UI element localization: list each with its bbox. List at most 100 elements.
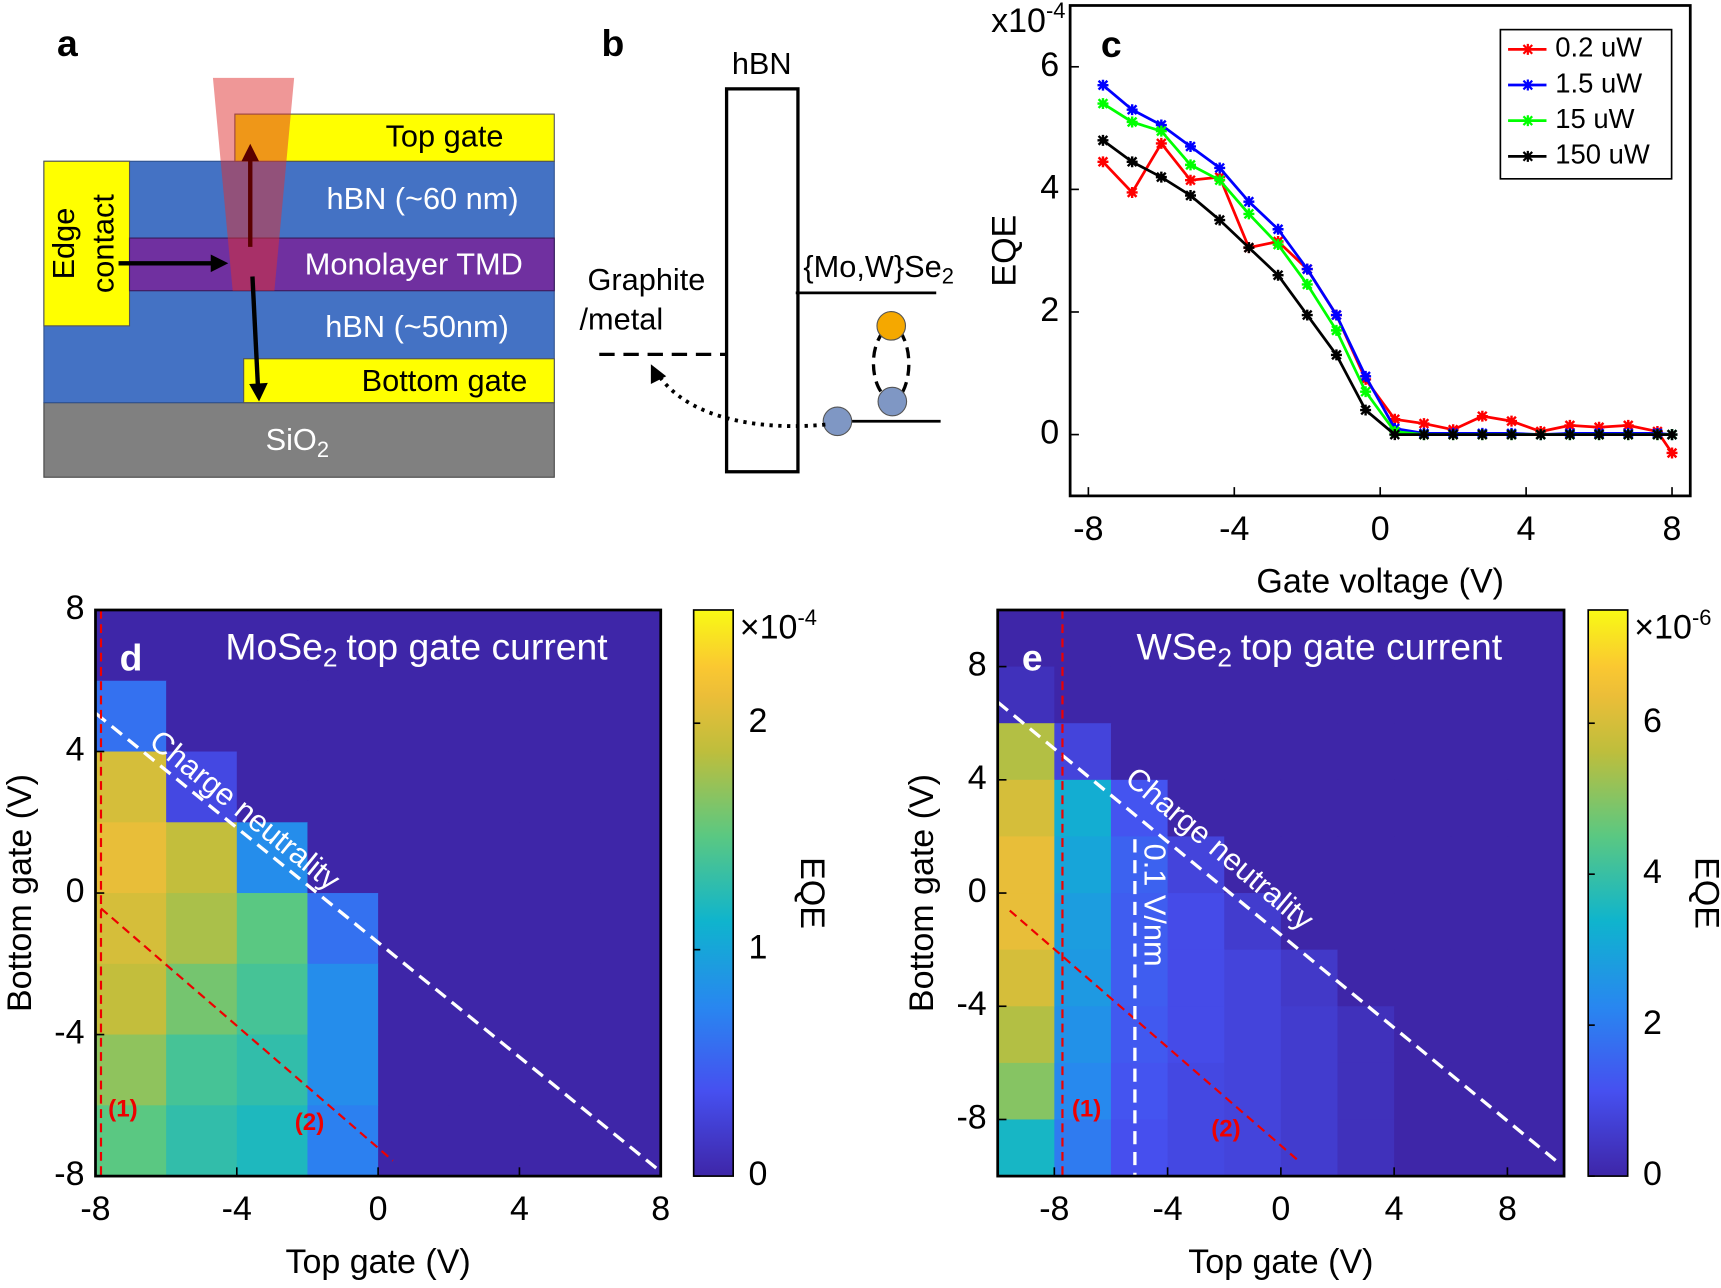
- heatmap-cell: [166, 822, 238, 894]
- marker: [1593, 421, 1605, 433]
- heatmap-cell: [378, 1034, 450, 1106]
- marker: [1418, 429, 1430, 441]
- heatmap-cell: [1394, 836, 1452, 894]
- colorbar-label: EQE: [1688, 857, 1721, 929]
- chart-title: MoSe2 top gate current: [225, 625, 608, 672]
- label: contact: [85, 194, 120, 293]
- heatmap-cell: [1280, 1006, 1339, 1064]
- annotation-line: [94, 711, 662, 1173]
- heatmap-cell: [1054, 836, 1112, 894]
- heatmap-cell: [590, 1034, 662, 1106]
- heatmap-cell: [95, 822, 167, 894]
- heatmap-cell: [1167, 1006, 1225, 1064]
- x-axis-label: Top gate (V): [285, 1243, 470, 1281]
- heatmap-cell: [1450, 1006, 1509, 1064]
- marker: [1389, 413, 1401, 425]
- heatmap-cell: [448, 822, 521, 894]
- label-main: SiO: [266, 422, 317, 457]
- x-tick-label: 4: [1517, 510, 1536, 548]
- marker: [1506, 415, 1518, 427]
- heatmap-cell: [236, 680, 309, 753]
- heatmap-cell: [519, 680, 591, 753]
- marker: [1301, 309, 1313, 321]
- heatmap-cell: [1450, 836, 1509, 894]
- heatmap-cell: [1394, 666, 1452, 724]
- heatmap-cell: [236, 822, 309, 894]
- heatmap-cell: [1507, 893, 1565, 951]
- label: Graphite: [588, 262, 706, 297]
- heatmap-cell: [166, 680, 238, 753]
- legend-label: 1.5 uW: [1555, 67, 1642, 98]
- label: hBN: [732, 46, 792, 81]
- heatmap-cell: [1167, 609, 1225, 668]
- colorbar-tick-label: 1: [749, 929, 768, 967]
- heatmap-cell: [1054, 1119, 1112, 1177]
- marker: [1126, 186, 1138, 198]
- label: SiO2: [266, 422, 329, 461]
- marker: [1301, 278, 1313, 290]
- heatmap-cell: [1054, 609, 1112, 668]
- marker: [1272, 269, 1284, 281]
- marker: [1185, 159, 1197, 171]
- heatmap-cell: [1507, 779, 1565, 838]
- annotation: (2): [1211, 1115, 1241, 1142]
- heatmap-cell: [1110, 893, 1169, 951]
- marker: [1622, 429, 1634, 441]
- arrow: [250, 276, 261, 387]
- heatmap-cell: [1337, 836, 1395, 894]
- heatmap-cell: [1280, 723, 1339, 781]
- title-rest: top gate current: [346, 625, 608, 667]
- heatmap-cell: [307, 680, 379, 753]
- heatmap-cell: [448, 751, 521, 823]
- heatmap-cell: [95, 751, 167, 823]
- heatmap-cell: [1167, 1119, 1225, 1177]
- marker: [1272, 223, 1284, 235]
- heatmap-cell: [1110, 609, 1169, 668]
- marker: [1622, 419, 1634, 431]
- heatmap-cell: [1224, 1119, 1282, 1177]
- scale-base: x10: [991, 2, 1046, 40]
- heatmap-cell: [1394, 1119, 1452, 1177]
- annotation: (1): [1072, 1096, 1102, 1123]
- x-tick-label: 0: [1271, 1190, 1290, 1228]
- legend-marker: [1522, 79, 1534, 91]
- heatmap-cell: [1167, 779, 1225, 838]
- heatmap-cell: [1110, 1006, 1169, 1064]
- exciton-bond: [871, 330, 911, 401]
- scale-base: ×10: [1634, 609, 1692, 647]
- heatmap-cell: [1337, 666, 1395, 724]
- heatmap-cell: [1394, 723, 1452, 781]
- heatmap-cell: [1507, 1062, 1565, 1121]
- bottom-gate-layer: [243, 358, 555, 404]
- electron: [876, 311, 907, 341]
- heatmap-cell: [1337, 1062, 1395, 1121]
- heatmap-cell: [1450, 666, 1509, 724]
- legend-label: 0.2 uW: [1555, 32, 1642, 63]
- sio2-layer: [43, 402, 555, 478]
- heatmap-cell: [166, 1034, 238, 1106]
- heatmap-cell: [448, 609, 521, 682]
- y-tick-label: 4: [968, 759, 987, 797]
- annotation-line: [1009, 909, 1300, 1162]
- x-tick-label: -8: [1073, 510, 1103, 548]
- heatmap-cell: [1507, 666, 1565, 724]
- colorbar: [692, 609, 735, 1177]
- marker: [1155, 137, 1167, 149]
- heatmap-cell: [236, 1034, 309, 1106]
- heatmap-cell: [95, 893, 167, 965]
- heatmap-cell: [307, 751, 379, 823]
- heatmap-cell: [519, 1034, 591, 1106]
- marker: [1330, 309, 1342, 321]
- marker: [1185, 140, 1197, 152]
- annotation: 0.1 V/nm: [1137, 844, 1172, 967]
- heatmap-cell: [448, 963, 521, 1036]
- marker: [1272, 239, 1284, 251]
- heatmap-cell: [1224, 949, 1282, 1007]
- panel-letter: e: [1022, 636, 1043, 678]
- annotation: (1): [108, 1096, 138, 1123]
- colorbar-tick-label: 0: [1643, 1155, 1662, 1193]
- heatmap-cell: [378, 822, 450, 894]
- heatmap-cell: [519, 822, 591, 894]
- heatmap-cell: [590, 609, 662, 682]
